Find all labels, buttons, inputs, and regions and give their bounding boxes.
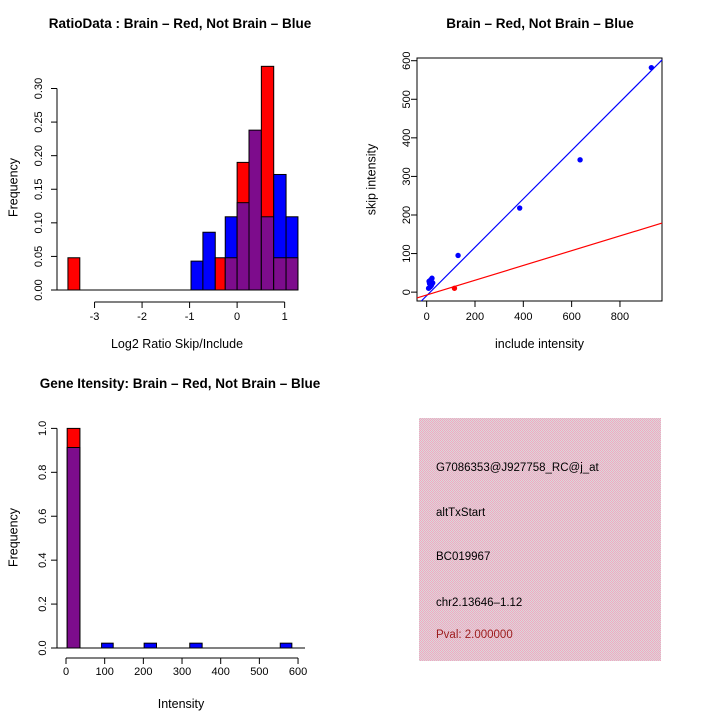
y-tick-label: 0.10: [33, 212, 45, 233]
scatter-point-blue: [428, 282, 435, 288]
histogram-bar-red: [214, 257, 227, 291]
histogram-bar-purple: [273, 257, 287, 291]
panel-intensity-scatter: 0 200 400 600 800 0 100 200 300 400 500 600 Brain –…: [360, 0, 720, 360]
fit-line-red: [416, 222, 663, 299]
x-tick-label: 300: [173, 666, 191, 678]
fit-line-blue: [420, 59, 663, 302]
probe-id-text: G7086353@J927758_RC@j_at: [436, 462, 599, 474]
scatter-title: Brain – Red, Not Brain – Blue: [446, 16, 634, 31]
intensity-scatter-plot: 0 200 400 600 800 0 100 200 300 400 500 600: [401, 52, 663, 323]
panel-ratio-histogram: -3 -2 -1 0 1 0.00 0.05 0.10 0.15 0.20 0.25 0.30 Rat…: [0, 0, 360, 360]
y-tick-label: 0.20: [33, 145, 45, 166]
panel-gene-intensity-histogram: 0 100 200 300 400 500 600 0.0 0.2 0.4 0.6 0.8 1.0 Ge…: [0, 360, 360, 720]
y-tick-label: 0.15: [33, 179, 45, 200]
histogram-bar-purple: [260, 216, 275, 291]
histogram-bar-purple: [236, 202, 250, 291]
histogram-bar-purple: [66, 446, 81, 649]
histogram-bar-blue: [101, 642, 114, 649]
accession-text: BC019967: [436, 551, 491, 563]
scatter-point-blue: [455, 252, 461, 259]
x-tick-label: 500: [250, 666, 268, 678]
histogram-bar-purple: [285, 257, 299, 291]
x-tick-label: 0: [424, 311, 430, 323]
histogram-bar-red: [67, 257, 81, 291]
scatter-y-axis-label: skip intensity: [364, 143, 379, 216]
panel-annotation: G7086353@J927758_RC@j_at altTxStart BC01…: [360, 360, 720, 720]
histogram-bar-purple: [248, 129, 262, 291]
x-tick-label: 100: [96, 666, 114, 678]
y-tick-label: 0.25: [33, 111, 45, 132]
histogram-bar-blue: [189, 642, 203, 649]
x-tick-label: 0: [234, 311, 240, 323]
x-tick-label: -1: [185, 311, 195, 323]
y-tick-label: 600: [401, 52, 413, 70]
gene-info-box: G7086353@J927758_RC@j_at altTxStart BC01…: [419, 418, 661, 661]
y-tick-label: 400: [401, 129, 413, 147]
y-tick-label: 300: [401, 167, 413, 185]
y-tick-label: 100: [401, 244, 413, 262]
x-tick-label: 600: [562, 311, 580, 323]
y-tick-label: 0.05: [33, 246, 45, 267]
ratio-y-axis-label: Frequency: [6, 157, 21, 218]
locus-text: chr2.13646–1.12: [436, 597, 523, 609]
y-tick-label: 0.2: [37, 596, 49, 611]
x-tick-label: 1: [282, 311, 288, 323]
histogram-bar-purple: [224, 257, 238, 291]
x-tick-label: -3: [90, 311, 100, 323]
y-tick-label: 0.30: [33, 78, 45, 99]
y-tick-label: 0.0: [37, 640, 49, 655]
scatter-point-blue: [648, 64, 655, 71]
x-tick-label: 800: [611, 311, 629, 323]
plot-box: [416, 57, 663, 302]
ratio-histogram-title: RatioData : Brain – Red, Not Brain – Blu…: [48, 16, 312, 31]
histogram-bar-blue: [202, 231, 216, 291]
y-tick-label: 0.00: [33, 279, 45, 300]
y-tick-label: 0.4: [37, 553, 49, 568]
x-tick-label: 0: [63, 666, 69, 678]
scatter-point-blue: [577, 157, 583, 163]
scatter-point-blue: [516, 205, 523, 211]
ratio-histogram-plot: -3 -2 -1 0 1 0.00 0.05 0.10 0.15 0.20 0.25 0.30: [33, 65, 299, 323]
y-tick-label: 0.6: [37, 509, 49, 524]
y-tick-label: 1.0: [37, 421, 49, 436]
scatter-point-blue: [426, 278, 432, 285]
pval-text: Pval: 2.000000: [436, 629, 513, 641]
x-tick-label: 600: [289, 666, 307, 678]
y-tick-label: 0.8: [37, 465, 49, 480]
gene-x-axis-label: Intensity: [157, 697, 205, 711]
x-tick-label: 200: [134, 666, 152, 678]
scatter-x-axis-label: include intensity: [495, 337, 584, 351]
x-tick-label: 400: [212, 666, 230, 678]
histogram-bar-blue: [279, 642, 293, 649]
histogram-bar-blue: [143, 642, 158, 649]
x-tick-label: -2: [137, 311, 147, 323]
y-tick-label: 200: [401, 206, 413, 224]
gene-intensity-histogram-plot: 0 100 200 300 400 500 600 0.0 0.2 0.4 0.6 0.8 1.0: [37, 421, 307, 678]
gene-histogram-title: Gene Itensity: Brain – Red, Not Brain – …: [39, 376, 321, 391]
x-tick-label: 200: [466, 311, 484, 323]
y-tick-label: 0: [401, 289, 413, 295]
ratio-x-axis-label: Log2 Ratio Skip/Include: [110, 337, 244, 351]
gene-y-axis-label: Frequency: [6, 507, 21, 568]
scatter-point-red: [451, 285, 458, 291]
splice-type-text: altTxStart: [436, 507, 486, 519]
x-tick-label: 400: [514, 311, 532, 323]
histogram-bar-blue: [190, 260, 204, 291]
y-tick-label: 500: [401, 90, 413, 108]
